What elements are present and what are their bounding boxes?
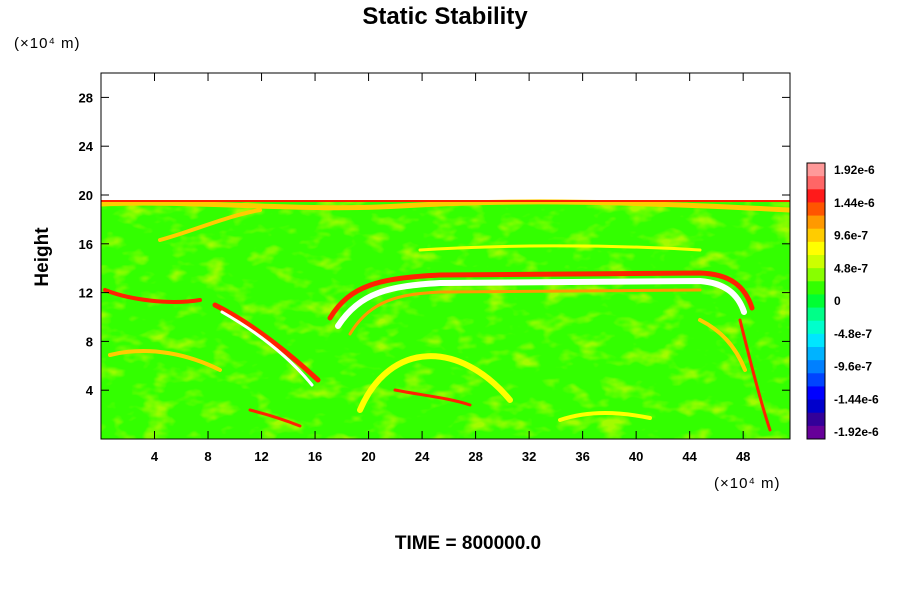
colorbar-swatch bbox=[807, 347, 825, 361]
y-tick-label: 24 bbox=[79, 139, 94, 154]
colorbar-swatch bbox=[807, 255, 825, 269]
colorbar-label: 1.92e-6 bbox=[834, 163, 875, 177]
colorbar-swatch bbox=[807, 281, 825, 295]
colorbar-swatch bbox=[807, 189, 825, 203]
x-axis-unit: (×10⁴ m) bbox=[714, 475, 781, 492]
stable-band-white bbox=[335, 277, 747, 329]
field-features bbox=[101, 198, 790, 432]
colorbar-swatch bbox=[807, 241, 825, 256]
lower-left-arc bbox=[108, 348, 222, 372]
colorbar-swatch bbox=[807, 373, 825, 387]
y-tick-label: 4 bbox=[86, 383, 94, 398]
stable-band-red bbox=[327, 270, 755, 321]
right-vertical-streak bbox=[738, 318, 772, 432]
lower-red-streak bbox=[248, 408, 302, 428]
y-tick-label: 28 bbox=[79, 90, 93, 105]
x-tick-label: 40 bbox=[629, 449, 643, 464]
y-tick-label: 16 bbox=[79, 237, 93, 252]
arch-yellow bbox=[357, 353, 513, 413]
colorbar-label: 1.44e-6 bbox=[834, 196, 875, 210]
x-tick-label: 12 bbox=[254, 449, 268, 464]
y-axis-ticks: 4 8 12 16 20 24 28 bbox=[79, 90, 790, 398]
colorbar-swatch bbox=[807, 163, 825, 177]
colorbar-label: -9.6e-7 bbox=[834, 360, 872, 374]
colorbar-swatch bbox=[807, 268, 825, 282]
field-noise bbox=[101, 201, 790, 439]
x-axis-ticks: 4 8 12 16 20 24 28 32 36 40 44 48 bbox=[151, 73, 750, 464]
x-tick-label: 32 bbox=[522, 449, 536, 464]
colorbar-swatch bbox=[807, 320, 825, 335]
colorbar-label: 0 bbox=[834, 294, 841, 308]
x-tick-label: 36 bbox=[575, 449, 589, 464]
colorbar-label: 9.6e-7 bbox=[834, 229, 868, 243]
upper-left-band bbox=[158, 208, 262, 242]
colorbar: 1.92e-6 1.44e-6 9.6e-7 4.8e-7 0 -4.8e-7 -9.6e-… bbox=[806, 162, 879, 440]
colorbar-swatch bbox=[807, 386, 825, 401]
left-band-red bbox=[103, 288, 202, 304]
colorbar-label: 4.8e-7 bbox=[834, 261, 868, 275]
colorbar-swatch bbox=[807, 412, 825, 427]
x-tick-label: 28 bbox=[468, 449, 482, 464]
plot-area bbox=[101, 73, 790, 439]
colorbar-swatch bbox=[807, 202, 825, 217]
plot-frame bbox=[100, 72, 791, 440]
diagonal-band-white bbox=[220, 310, 314, 387]
colorbar-swatch bbox=[807, 399, 825, 414]
x-tick-label: 44 bbox=[682, 449, 697, 464]
colorbar-label: -1.92e-6 bbox=[834, 425, 879, 439]
x-tick-label: 16 bbox=[308, 449, 322, 464]
colorbar-label: -4.8e-7 bbox=[834, 327, 872, 341]
diagonal-band-red bbox=[212, 302, 321, 383]
right-wave-band bbox=[698, 318, 747, 372]
x-tick-label: 8 bbox=[204, 449, 211, 464]
y-tick-label: 8 bbox=[86, 334, 93, 349]
arch-red bbox=[393, 388, 472, 407]
colorbar-swatch bbox=[807, 176, 825, 190]
y-axis-label: Height bbox=[32, 227, 53, 287]
colorbar-swatch bbox=[807, 228, 825, 243]
colorbar-label: -1.44e-6 bbox=[834, 392, 879, 406]
top-edge-band bbox=[101, 199, 790, 213]
time-label: TIME = 800000.0 bbox=[395, 533, 541, 554]
colorbar-swatch bbox=[807, 333, 825, 348]
colorbar-swatch bbox=[807, 360, 825, 374]
stable-band-orange bbox=[348, 288, 702, 336]
chart-title: Static Stability bbox=[362, 3, 528, 30]
colorbar-swatch bbox=[807, 307, 825, 322]
x-tick-label: 4 bbox=[151, 449, 159, 464]
x-tick-label: 48 bbox=[736, 449, 750, 464]
y-tick-label: 12 bbox=[79, 286, 93, 301]
x-tick-label: 20 bbox=[361, 449, 375, 464]
x-tick-label: 24 bbox=[415, 449, 430, 464]
colorbar-frame bbox=[806, 162, 826, 440]
upper-yellow-streak bbox=[418, 244, 702, 252]
colorbar-swatch bbox=[807, 425, 825, 440]
colorbar-swatch bbox=[807, 215, 825, 230]
y-axis-unit: (×10⁴ m) bbox=[14, 35, 81, 52]
y-tick-label: 20 bbox=[79, 188, 93, 203]
colorbar-swatch bbox=[807, 294, 825, 309]
bottom-yellow-streak bbox=[558, 411, 652, 422]
